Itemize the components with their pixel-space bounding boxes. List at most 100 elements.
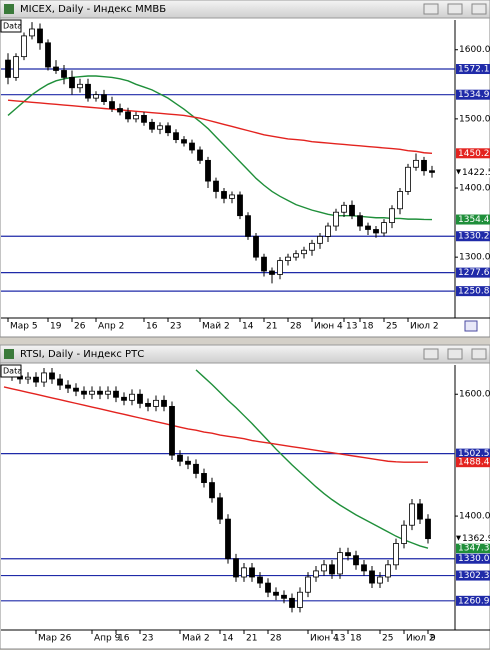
candle-body: [53, 66, 59, 71]
candle-body: [37, 28, 43, 44]
candle-body: [261, 256, 267, 272]
level-label-bg: [456, 231, 490, 242]
candle-body: [145, 402, 151, 407]
ma-label: 1488.47: [458, 458, 490, 468]
minimize-button[interactable]: [423, 3, 439, 15]
candle-body: [121, 396, 127, 401]
x-tick-label: Май 2: [202, 322, 230, 332]
level-label-bg: [456, 64, 490, 75]
candle-body: [193, 463, 199, 474]
candle-body: [361, 564, 367, 572]
data-box: [0, 19, 22, 33]
candle-body: [97, 390, 103, 395]
candle-body: [77, 83, 83, 89]
level-label: 1302.39: [458, 571, 490, 581]
candle-body: [337, 552, 343, 575]
candle-body: [333, 211, 339, 227]
candle-body: [397, 191, 403, 210]
y-tick-label: 1400.00: [459, 512, 490, 522]
x-tick-label: 23: [170, 322, 181, 332]
candle-body: [293, 253, 299, 258]
ma-label-bg: [456, 214, 490, 225]
level-label-bg: [456, 570, 490, 581]
candle-body: [389, 208, 395, 223]
window-icon: [4, 4, 14, 14]
candle-body: [289, 597, 295, 608]
x-tick-label: Июл 2: [410, 322, 439, 332]
candle-body: [241, 567, 247, 578]
candle-body: [33, 376, 39, 383]
candle-body: [73, 387, 79, 392]
x-tick-label: Мар 5: [10, 322, 38, 332]
candle-body: [101, 94, 107, 102]
maximize-button[interactable]: [447, 3, 463, 15]
y-tick-label: 1600.00: [459, 45, 490, 55]
candle-body: [5, 59, 11, 78]
x-tick-label: Апр 9: [94, 634, 121, 644]
candle-body: [93, 94, 99, 99]
window-icon: [4, 349, 14, 359]
candle-body: [125, 111, 131, 120]
moving-average: [195, 369, 429, 549]
candle-body: [269, 270, 275, 275]
candle-body: [273, 591, 279, 596]
candle-body: [277, 260, 283, 275]
candle-body: [381, 222, 387, 234]
candle-body: [301, 249, 307, 255]
candle-body: [409, 503, 415, 526]
x-tick-label: 14: [242, 322, 254, 332]
ma-label: 1450.21: [458, 149, 490, 159]
candle-body: [25, 376, 31, 380]
x-tick-label: 25: [382, 634, 393, 644]
x-tick-label: 21: [266, 322, 277, 332]
close-button[interactable]: [471, 348, 487, 360]
x-tick-label: 13: [334, 634, 345, 644]
price-label-bg: [456, 533, 490, 544]
candle-body: [13, 56, 19, 78]
candle-body: [161, 399, 167, 407]
candle-body: [325, 225, 331, 237]
x-tick-label: 16: [118, 634, 130, 644]
candle-body: [149, 121, 155, 130]
x-tick-label: 19: [50, 322, 62, 332]
candle-body: [177, 454, 183, 462]
candle-body: [137, 393, 143, 404]
ma-label-bg: [456, 543, 490, 554]
candle-body: [309, 242, 315, 251]
scroll-icon[interactable]: [464, 320, 478, 332]
candle-body: [253, 236, 259, 258]
level-label-bg: [456, 267, 490, 278]
maximize-button[interactable]: [447, 348, 463, 360]
price-label: 1362.95: [462, 534, 490, 544]
candle-body: [317, 236, 323, 244]
candle-body: [413, 159, 419, 168]
candle-body: [265, 582, 271, 593]
candle-body: [181, 139, 187, 144]
close-button[interactable]: [471, 3, 487, 15]
x-tick-label: Апр 2: [98, 322, 124, 332]
x-tick-label: Мар 26: [38, 634, 72, 644]
level-label-bg: [456, 286, 490, 297]
level-label-bg: [456, 448, 490, 459]
candle-body: [57, 378, 63, 386]
candle-body: [357, 215, 363, 227]
candle-body: [329, 564, 335, 575]
y-tick-label: 1300.00: [459, 253, 490, 263]
x-tick-label: 21: [246, 634, 257, 644]
candle-body: [353, 555, 359, 566]
minimize-button[interactable]: [423, 348, 439, 360]
level-label: 1502.53: [458, 449, 490, 459]
ma-label: 1347.35: [458, 544, 490, 554]
candle-body: [305, 576, 311, 593]
y-tick-label: 1600.00: [459, 390, 490, 400]
x-tick-label: 18: [362, 322, 374, 332]
x-tick-label: 16: [146, 322, 158, 332]
candle-body: [213, 180, 219, 192]
y-tick-label: 1400.00: [459, 184, 490, 194]
data-box-label: Data: [3, 367, 22, 376]
ma-label: 1354.41: [458, 215, 490, 225]
x-tick-label: 9: [430, 634, 436, 644]
data-box: [0, 364, 22, 378]
x-tick-label: 26: [74, 322, 86, 332]
